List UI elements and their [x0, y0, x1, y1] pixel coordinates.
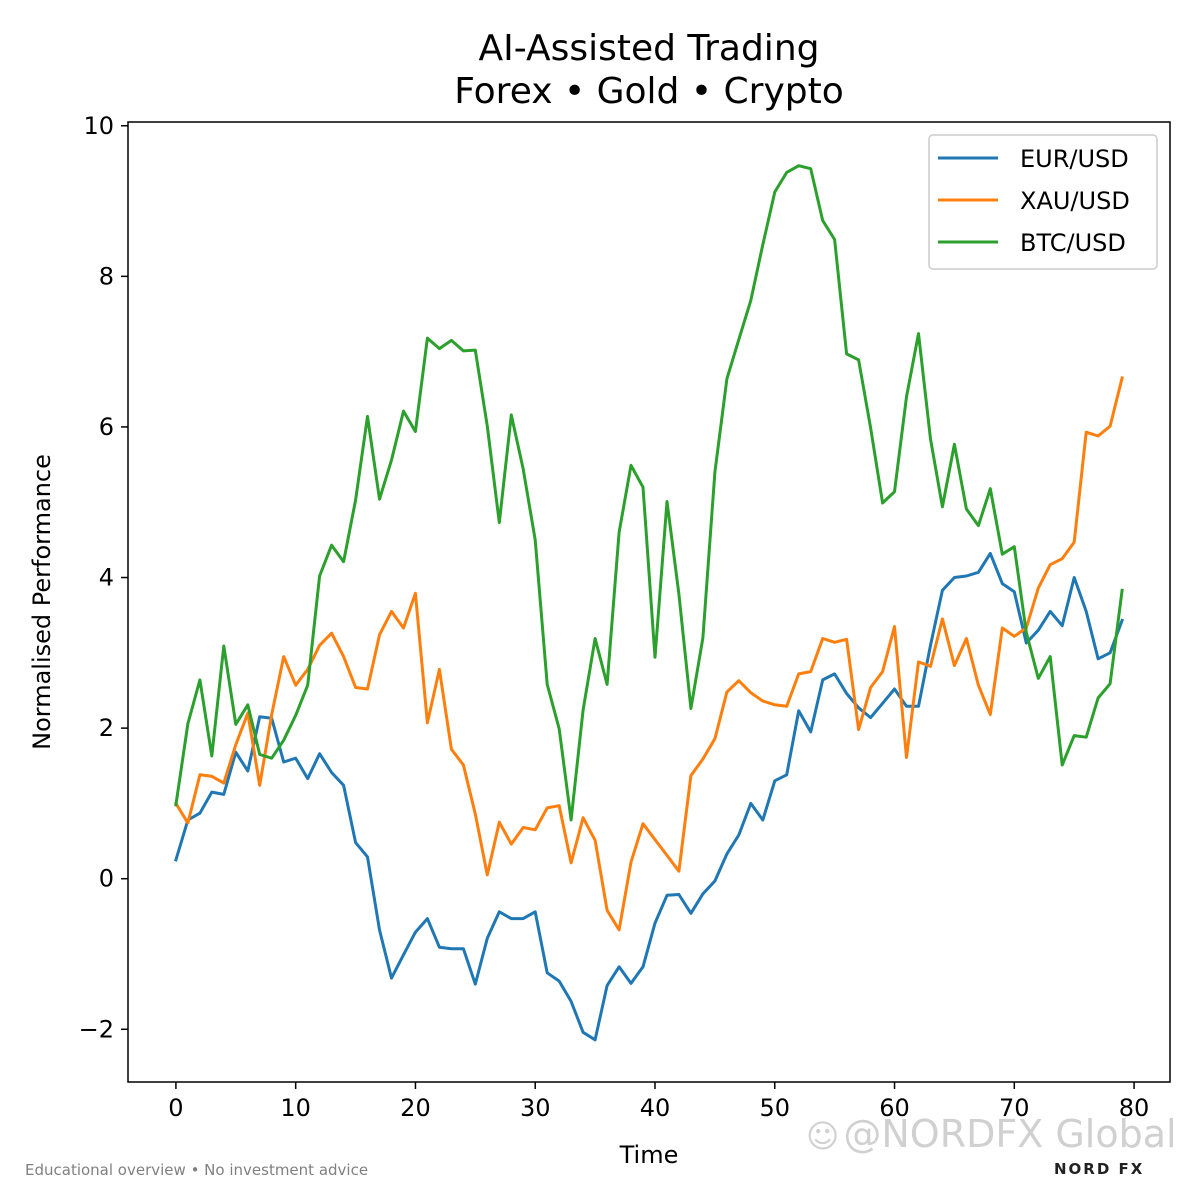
x-tick-label: 50 — [759, 1094, 790, 1122]
chart-title: AI-Assisted Trading — [479, 28, 820, 69]
legend: EUR/USD XAU/USD BTC/USD — [928, 134, 1158, 270]
y-tick-label: 10 — [83, 112, 114, 140]
watermark: ☺ @NORDFX Global — [806, 1112, 1177, 1156]
chat-bubble-icon: ☺ — [806, 1117, 840, 1155]
x-tick-label: 10 — [280, 1094, 311, 1122]
plot-frame — [127, 121, 1171, 1083]
chart-subtitle: Forex • Gold • Crypto — [454, 71, 844, 112]
series-layer — [173, 164, 1125, 1042]
x-tick-label: 0 — [168, 1094, 183, 1122]
y-tick-label: 0 — [99, 865, 114, 893]
series-line-xau-usd — [173, 376, 1124, 932]
disclaimer-text: Educational overview • No investment adv… — [25, 1161, 369, 1179]
legend-label: XAU/USD — [1020, 187, 1130, 215]
x-tick-label: 40 — [640, 1094, 671, 1122]
series-line-btc-usd — [174, 164, 1124, 822]
x-tick-label: 30 — [520, 1094, 551, 1122]
y-tick-label: 2 — [99, 714, 114, 742]
legend-label: EUR/USD — [1020, 145, 1129, 173]
legend-label: BTC/USD — [1020, 229, 1126, 257]
y-tick-label: −2 — [79, 1015, 114, 1043]
x-tick-label: 80 — [1119, 1094, 1150, 1122]
y-axis-label: Normalised Performance — [28, 454, 56, 750]
y-tick-label: 6 — [99, 413, 114, 441]
x-tick-label: 60 — [879, 1094, 910, 1122]
x-tick-label: 20 — [400, 1094, 431, 1122]
x-tick-label: 70 — [999, 1094, 1030, 1122]
watermark-text: @NORDFX Global — [843, 1112, 1177, 1156]
x-axis-label: Time — [619, 1141, 679, 1169]
y-tick-label: 8 — [99, 262, 114, 290]
nordfx-logo: NORD FX — [1054, 1160, 1145, 1178]
axis-layer: 0 10 20 30 40 50 60 70 80 −2 0 2 4 6 8 10 — [79, 112, 1150, 1122]
legend-frame — [928, 134, 1158, 270]
series-line-eur-usd — [174, 551, 1125, 1042]
y-tick-label: 4 — [99, 564, 114, 592]
